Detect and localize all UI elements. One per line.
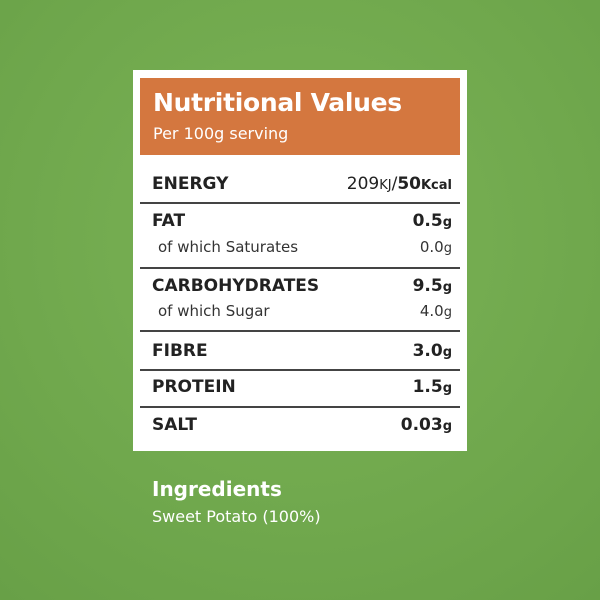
row-value: 0.03g <box>401 415 452 435</box>
value: 1.5 <box>412 377 443 397</box>
rule <box>140 330 460 332</box>
rule <box>140 202 460 204</box>
rule <box>140 267 460 269</box>
row-label: FIBRE <box>152 341 208 361</box>
row-label: PROTEIN <box>152 377 236 397</box>
row-value: 0.5g <box>413 211 452 231</box>
value: 0.03 <box>400 415 443 435</box>
row-value: 9.5g <box>413 276 452 296</box>
value: 9.5 <box>412 276 443 296</box>
unit: g <box>442 419 452 434</box>
panel-header: Nutritional Values Per 100g serving <box>140 78 460 155</box>
subtitle: Per 100g serving <box>153 124 289 143</box>
kcal: 50 <box>397 174 421 194</box>
rule <box>140 369 460 371</box>
sub-label: of which Sugar <box>158 302 270 320</box>
rule <box>140 406 460 408</box>
row-label: CARBOHYDRATES <box>152 276 320 296</box>
unit: g <box>442 345 452 360</box>
row-value: 209KJ/50Kcal <box>347 174 452 194</box>
sub-label: of which Saturates <box>158 238 299 256</box>
unit: g <box>442 280 452 295</box>
sub-value: 4.0g <box>420 302 452 320</box>
value: 0.5 <box>412 211 443 231</box>
unit: g <box>443 241 452 256</box>
unit: g <box>442 215 452 230</box>
kj: 209 <box>346 174 380 194</box>
ingredients-title: Ingredients <box>152 477 282 501</box>
sub-value: 0.0g <box>420 238 452 256</box>
separator: / <box>391 174 398 194</box>
row-label: FAT <box>152 211 186 231</box>
unit: Kcal <box>420 178 452 193</box>
value: 3.0 <box>412 341 443 361</box>
row-label: SALT <box>152 415 198 435</box>
unit: g <box>443 305 452 320</box>
unit: g <box>442 381 452 396</box>
value: 4.0 <box>419 302 444 320</box>
row-value: 1.5g <box>413 377 452 397</box>
row-value: 3.0g <box>413 341 452 361</box>
row-label: ENERGY <box>152 174 229 194</box>
unit: KJ <box>379 178 392 193</box>
title: Nutritional Values <box>153 88 402 117</box>
value: 0.0 <box>419 238 444 256</box>
ingredients-text: Sweet Potato (100%) <box>152 507 321 526</box>
